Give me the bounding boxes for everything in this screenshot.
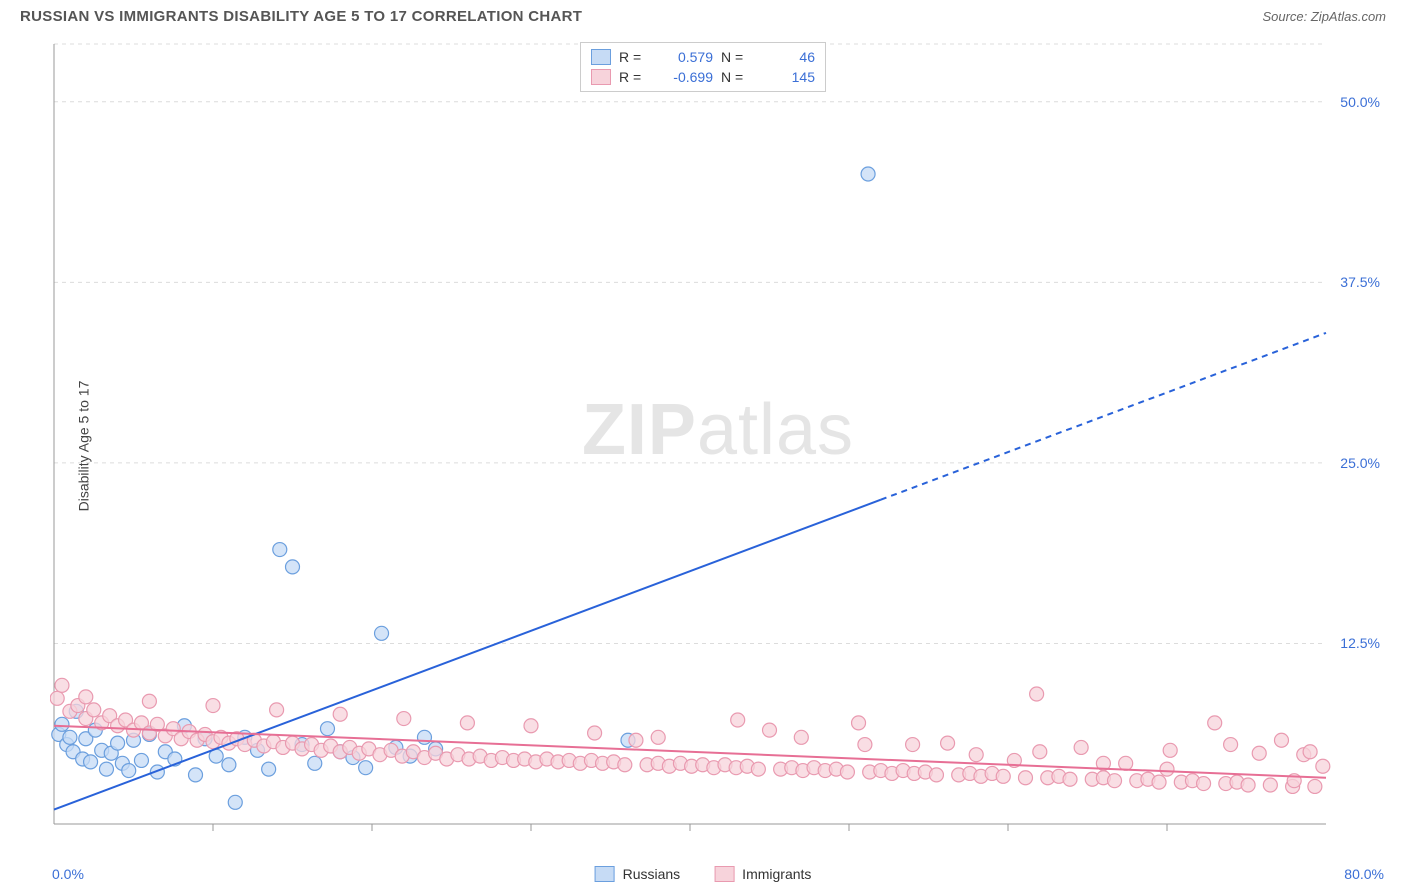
legend-r-label: R =	[619, 69, 647, 85]
legend-n-label: N =	[721, 49, 749, 65]
legend-r-label: R =	[619, 49, 647, 65]
legend-swatch	[591, 69, 611, 85]
x-max-label: 80.0%	[1344, 866, 1384, 882]
legend-label: Russians	[623, 866, 681, 882]
legend-row: R = -0.699 N = 145	[591, 67, 815, 87]
legend-swatch	[591, 49, 611, 65]
page-title: RUSSIAN VS IMMIGRANTS DISABILITY AGE 5 T…	[20, 8, 582, 25]
legend-n-label: N =	[721, 69, 749, 85]
scatter-chart	[50, 40, 1386, 852]
source-credit: Source: ZipAtlas.com	[1262, 9, 1386, 24]
y-tick-label: 25.0%	[1340, 455, 1380, 471]
y-tick-label: 37.5%	[1340, 274, 1380, 290]
legend-swatch	[714, 866, 734, 882]
series-legend: Russians Immigrants	[595, 866, 812, 882]
chart-area: ZIPatlas	[50, 40, 1386, 852]
legend-n-value: 145	[757, 69, 815, 85]
legend-label: Immigrants	[742, 866, 811, 882]
legend-item: Russians	[595, 866, 681, 882]
legend-r-value: 0.579	[655, 49, 713, 65]
legend-r-value: -0.699	[655, 69, 713, 85]
y-tick-label: 50.0%	[1340, 94, 1380, 110]
x-min-label: 0.0%	[52, 866, 84, 882]
legend-row: R = 0.579 N = 46	[591, 47, 815, 67]
legend-swatch	[595, 866, 615, 882]
correlation-legend: R = 0.579 N = 46 R = -0.699 N = 145	[580, 42, 826, 92]
legend-item: Immigrants	[714, 866, 811, 882]
y-tick-label: 12.5%	[1340, 635, 1380, 651]
legend-n-value: 46	[757, 49, 815, 65]
